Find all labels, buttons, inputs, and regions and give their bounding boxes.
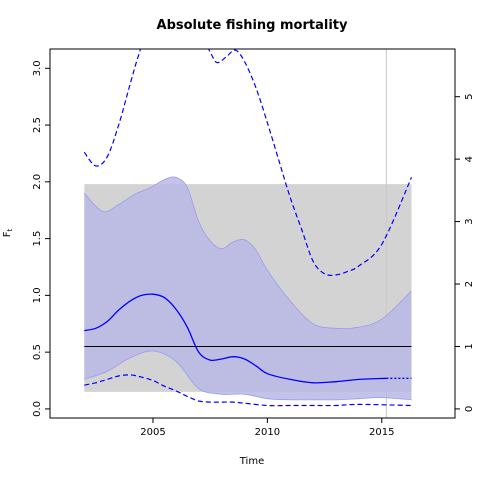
y2-tick-label: 5 [464,93,475,99]
y-tick-label: 2.5 [32,117,43,133]
plot-frame [49,48,456,419]
y-tick-label: 3.0 [32,60,43,76]
x-tick-label: 2015 [369,427,394,438]
y-axis-label-subscript: t [6,228,14,231]
lower-dashed-line [84,374,412,407]
x-tick-label: 2010 [255,427,280,438]
y-tick-label: 1.0 [32,287,43,303]
y2-tick-label: 1 [464,343,475,349]
y-axis-label: Ft [2,228,14,237]
y-tick-label: 0.0 [32,401,43,417]
y2-tick-label: 3 [464,218,475,224]
y-tick-label: 1.5 [32,231,43,247]
ci-lower-edge [84,350,412,401]
axes: 2005 2010 2015 0.0 0.5 1.0 1.5 2.0 2.5 3.0 0 1 2 3 4 5 [32,60,475,438]
y2-tick-label: 2 [464,281,475,287]
confidence-band [84,176,412,400]
chart-title: Absolute fishing mortality [157,18,348,33]
x-tick-label: 2005 [140,427,165,438]
y2-tick-label: 0 [464,406,475,412]
plot-area [83,49,413,418]
y-tick-label: 2.0 [32,174,43,190]
y2-tick-label: 4 [464,156,475,162]
y-tick-label: 0.5 [32,344,43,360]
estimate-line [84,293,387,384]
ci-upper-edge [84,176,412,330]
upper-dashed-line [83,49,413,276]
x-axis-label: Time [239,456,264,467]
y-axis-label-main: F [2,231,13,237]
